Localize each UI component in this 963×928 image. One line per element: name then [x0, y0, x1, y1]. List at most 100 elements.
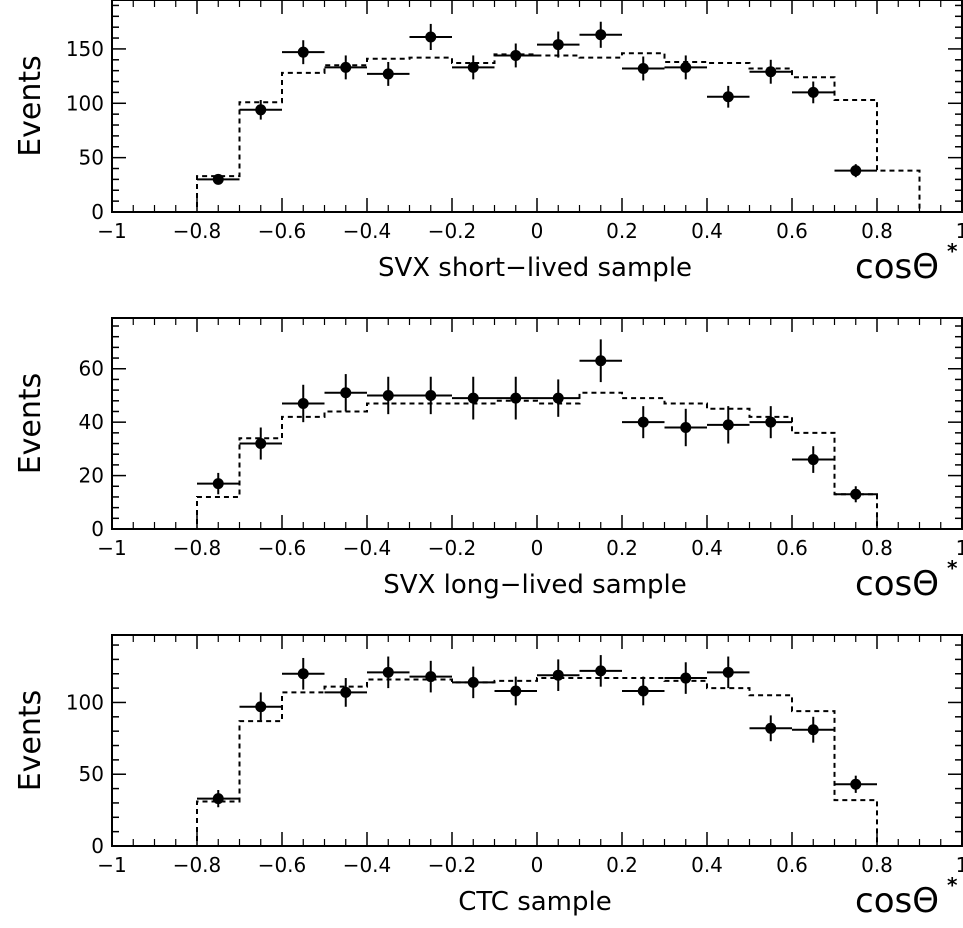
- y-tick-label: 150: [66, 37, 104, 61]
- axis-variable-label: cosΘ: [855, 564, 939, 604]
- axis-variable-superscript: *: [947, 873, 958, 897]
- x-tick-label: 0.8: [861, 536, 893, 560]
- y-tick-label: 60: [79, 357, 104, 381]
- x-tick-label: 0.4: [691, 536, 723, 560]
- y-axis-label: Events: [13, 55, 48, 157]
- data-point: [707, 656, 750, 689]
- data-point: [749, 59, 792, 84]
- data-marker: [765, 66, 777, 78]
- x-tick-label: −0.8: [173, 853, 222, 877]
- data-point: [452, 666, 495, 699]
- x-tick-label: 0.4: [691, 219, 723, 243]
- y-tick-label: 50: [79, 762, 104, 786]
- data-marker: [850, 165, 862, 177]
- data-marker: [637, 416, 649, 428]
- data-point: [579, 21, 622, 48]
- x-tick-label: −0.2: [428, 853, 477, 877]
- x-tick-label: −0.4: [343, 853, 392, 877]
- data-marker: [595, 355, 607, 367]
- data-marker: [807, 86, 819, 98]
- data-point: [197, 472, 240, 495]
- data-point: [707, 85, 750, 108]
- data-marker: [340, 387, 352, 399]
- panel-3: −1 −0.8 −0.6 −0.4 −0.2 0 0.2 0.4 0.6 0.8 1 0 50 100 Ev…: [13, 634, 963, 921]
- data-marker: [212, 173, 224, 185]
- x-tick-label: 1: [956, 219, 963, 243]
- data-point: [537, 31, 580, 58]
- data-marker: [595, 29, 607, 41]
- x-tick-label: −0.8: [173, 536, 222, 560]
- data-point: [197, 173, 240, 185]
- y-tick-label: 0: [91, 834, 104, 858]
- data-point: [282, 384, 325, 423]
- plot-frame: [111, 317, 963, 530]
- data-marker: [765, 416, 777, 428]
- data-marker: [467, 676, 479, 688]
- axis-variable-label: cosΘ: [855, 881, 939, 921]
- x-tick-label: 0.6: [776, 853, 808, 877]
- data-point: [494, 676, 537, 706]
- data-point: [409, 23, 452, 51]
- x-tick-label: 0: [531, 853, 544, 877]
- data-marker: [255, 701, 267, 713]
- x-tick-label: −0.6: [258, 536, 307, 560]
- x-tick-label: 0.6: [776, 536, 808, 560]
- data-point: [409, 660, 452, 693]
- x-axis-label: SVX long−lived sample: [383, 570, 686, 600]
- y-tick-label: 20: [79, 464, 104, 488]
- data-point: [749, 406, 792, 439]
- data-marker: [467, 392, 479, 404]
- data-marker: [467, 61, 479, 73]
- x-tick-label: −0.2: [428, 536, 477, 560]
- x-tick-label: −1: [97, 536, 126, 560]
- data-point: [537, 659, 580, 691]
- data-marker: [340, 686, 352, 698]
- data-point: [707, 406, 750, 444]
- x-tick-label: −1: [97, 219, 126, 243]
- panel-2: −1 −0.8 −0.6 −0.4 −0.2 0 0.2 0.4 0.6 0.8 1 0 20 40 60 E…: [13, 317, 963, 604]
- x-axis-label: CTC sample: [458, 887, 611, 917]
- data-marker: [425, 671, 437, 683]
- data-marker: [765, 722, 777, 734]
- monte-carlo-histogram: [112, 52, 962, 213]
- data-point: [834, 164, 877, 178]
- y-tick-label: 100: [66, 690, 104, 714]
- data-marker: [382, 68, 394, 80]
- data-point: [749, 715, 792, 742]
- data-point: [324, 678, 367, 707]
- x-tick-label: −0.2: [428, 219, 477, 243]
- data-marker: [595, 665, 607, 677]
- data-marker: [297, 46, 309, 58]
- data-marker: [722, 419, 734, 431]
- data-marker: [297, 668, 309, 680]
- data-marker: [722, 91, 734, 103]
- monte-carlo-histogram: [112, 391, 962, 530]
- data-marker: [340, 61, 352, 73]
- data-point: [834, 775, 877, 793]
- data-marker: [510, 392, 522, 404]
- data-point: [579, 339, 622, 383]
- data-marker: [680, 672, 692, 684]
- data-marker: [552, 39, 564, 51]
- x-tick-label: 0.2: [606, 219, 638, 243]
- data-marker: [212, 478, 224, 490]
- x-tick-label: 1: [956, 853, 963, 877]
- x-tick-label: 1: [956, 536, 963, 560]
- axis-variable-superscript: *: [947, 239, 958, 263]
- data-marker: [680, 422, 692, 434]
- data-point: [324, 374, 367, 412]
- data-point: [537, 379, 580, 417]
- data-point: [792, 81, 835, 104]
- axis-variable-label: cosΘ: [855, 247, 939, 287]
- x-tick-label: 0: [531, 219, 544, 243]
- x-tick-label: −0.4: [343, 219, 392, 243]
- data-marker: [552, 392, 564, 404]
- y-axis-label: Events: [13, 373, 48, 475]
- data-point: [622, 406, 665, 439]
- data-point: [324, 55, 367, 80]
- axis-variable-superscript: *: [947, 556, 958, 580]
- data-marker: [510, 685, 522, 697]
- x-axis-label: SVX short−lived sample: [378, 253, 692, 283]
- data-point: [579, 655, 622, 687]
